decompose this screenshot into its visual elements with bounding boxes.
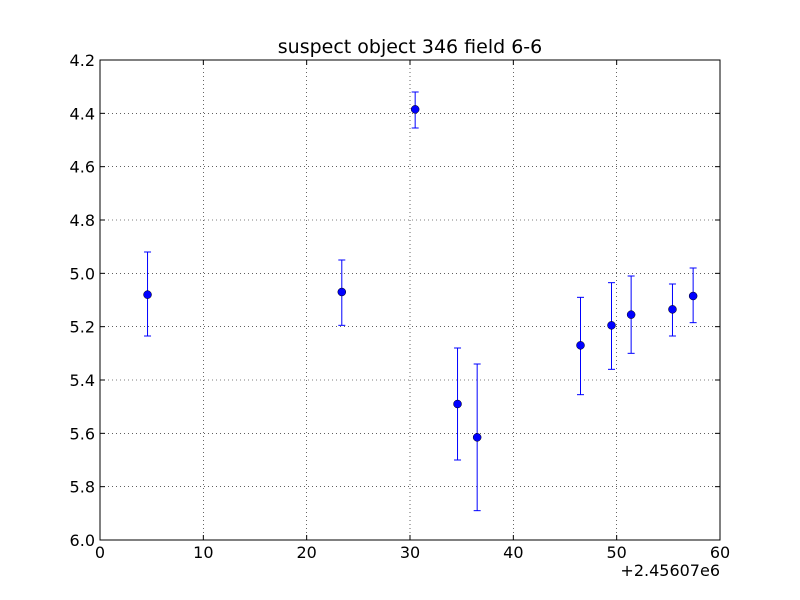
y-tick-label: 5.4: [70, 371, 95, 390]
data-point: [472, 433, 482, 442]
data-point-group: [576, 296, 585, 396]
data-point-group: [607, 282, 616, 370]
data-point: [337, 287, 347, 297]
data-point-group: [472, 363, 482, 512]
data-layer: [143, 91, 698, 512]
data-point-group: [337, 259, 347, 326]
x-tick-label: 50: [606, 543, 626, 562]
x-offset-label: +2.45607e6: [620, 561, 720, 580]
data-point: [453, 399, 462, 409]
x-tick-label: 40: [503, 543, 523, 562]
y-tick-label: 4.6: [70, 158, 95, 177]
data-point-group: [626, 275, 636, 354]
data-point-group: [410, 91, 420, 129]
x-tick-label: 20: [296, 543, 316, 562]
data-point: [410, 105, 420, 114]
y-tick-label: 5.6: [70, 424, 95, 443]
y-tick-label: 4.8: [70, 211, 95, 230]
tick-layer: 0 10 20 30 40 50 60 4.2 4.4 4.6 4.8 5.0 5.2 5.4 5.6 5.8…: [70, 51, 731, 562]
grid-layer: [100, 60, 720, 540]
data-point: [626, 310, 636, 319]
x-tick-label: 60: [710, 543, 730, 562]
data-point: [576, 341, 585, 350]
y-tick-label: 6.0: [70, 531, 95, 550]
chart-title: suspect object 346 field 6-6: [278, 36, 543, 58]
data-point-group: [668, 283, 677, 337]
x-tick-label: 10: [193, 543, 213, 562]
data-point-group: [143, 251, 152, 337]
y-tick-label: 5.2: [70, 318, 95, 337]
data-point: [607, 321, 616, 330]
data-point-group: [688, 267, 698, 324]
data-point: [143, 290, 152, 299]
y-tick-label: 4.4: [70, 104, 95, 123]
data-point: [668, 305, 677, 314]
y-tick-label: 5.0: [70, 264, 95, 283]
x-tick-label: 30: [400, 543, 420, 562]
x-tick-label: 0: [95, 543, 105, 562]
data-point: [688, 291, 698, 301]
data-point-group: [453, 347, 462, 461]
y-tick-label: 4.2: [70, 51, 95, 70]
y-tick-label: 5.8: [70, 478, 95, 497]
